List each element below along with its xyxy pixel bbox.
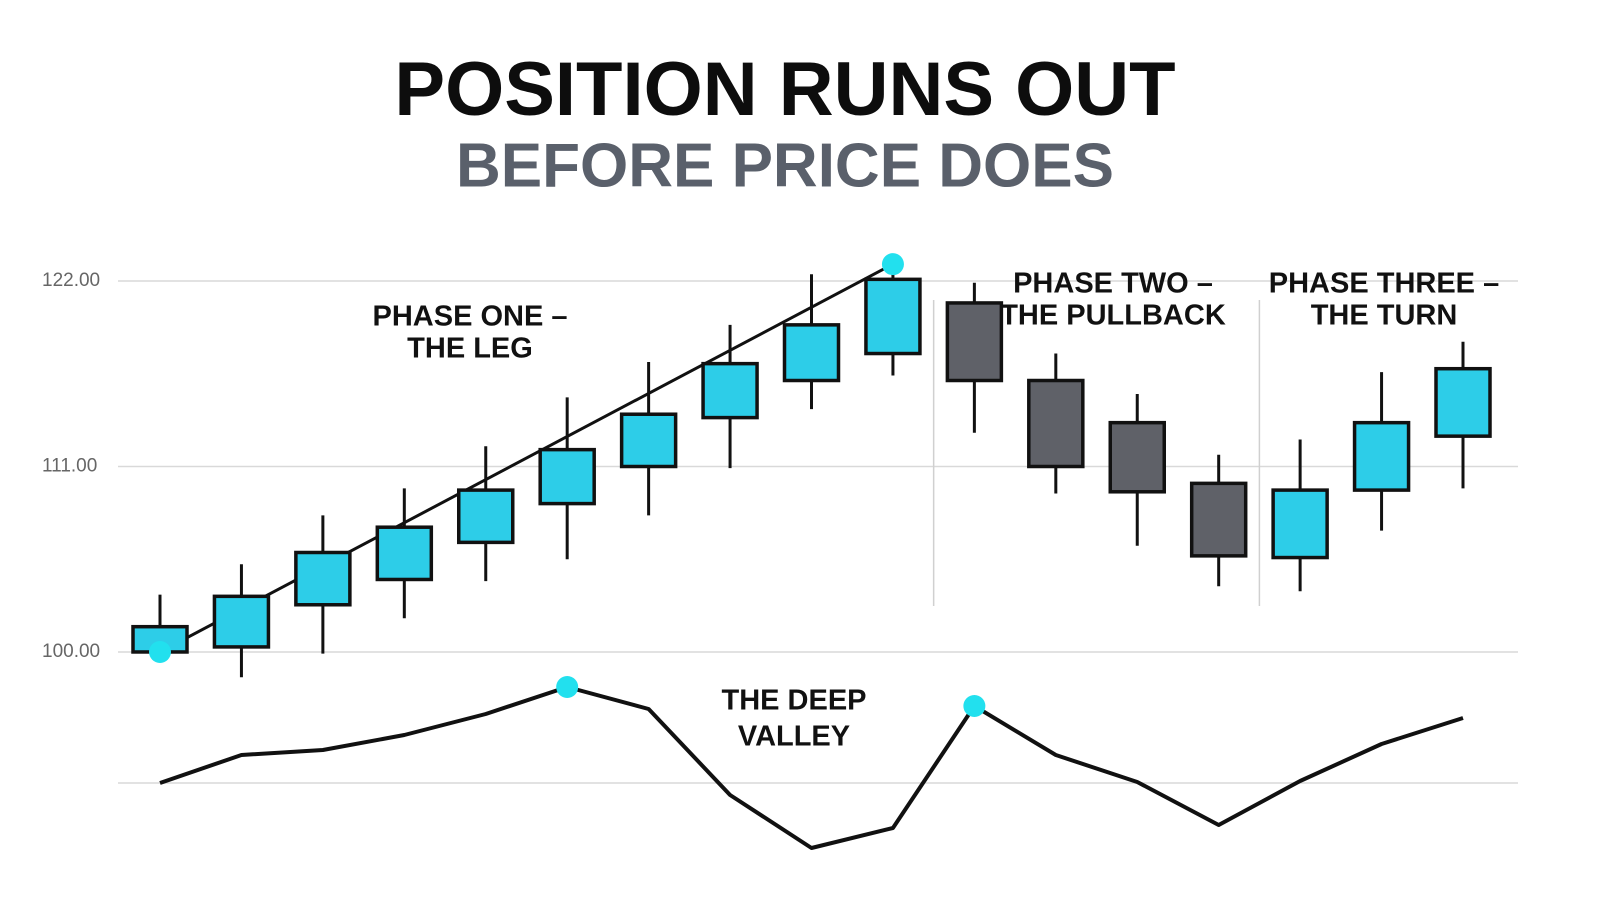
oscillator-marker (963, 695, 986, 717)
candle-body (1434, 366, 1492, 438)
trend-line (159, 262, 894, 654)
oscillator-label: VALLEY (738, 721, 850, 753)
phase-label: THE TURN (1311, 300, 1458, 332)
candle-body (457, 488, 515, 545)
oscillator-label: THE DEEP (721, 685, 866, 717)
trend-marker (881, 253, 904, 276)
candle-body (1027, 378, 1085, 469)
candle-body (864, 277, 922, 356)
phase-label: PHASE THREE – (1269, 268, 1499, 300)
phase-label: THE LEG (407, 333, 533, 365)
candle-body (782, 323, 841, 383)
candle-body (1271, 488, 1329, 560)
trend-marker (149, 640, 171, 663)
candle-body (1352, 420, 1411, 492)
oscillator-line (159, 685, 1464, 850)
oscillator-marker (556, 676, 579, 698)
candle-body (1189, 481, 1248, 558)
phase-label: PHASE ONE – (373, 301, 568, 333)
candle-body (212, 594, 271, 649)
y-tick-label: 122.00 (42, 270, 100, 291)
candle-body (701, 361, 759, 420)
chart-title: POSITION RUNS OUT (394, 47, 1175, 132)
y-tick-label: 111.00 (42, 456, 97, 477)
candle-body (619, 412, 678, 469)
candle-body (1108, 420, 1166, 494)
y-tick-label: 100.00 (42, 641, 100, 662)
candle-body (375, 525, 434, 582)
phase-label: THE PULLBACK (1000, 300, 1226, 332)
candle-body (538, 447, 596, 506)
candle-body (294, 550, 352, 607)
chart-subtitle: BEFORE PRICE DOES (456, 131, 1114, 200)
phase-label: PHASE TWO – (1013, 268, 1213, 300)
candle-body (945, 301, 1004, 383)
